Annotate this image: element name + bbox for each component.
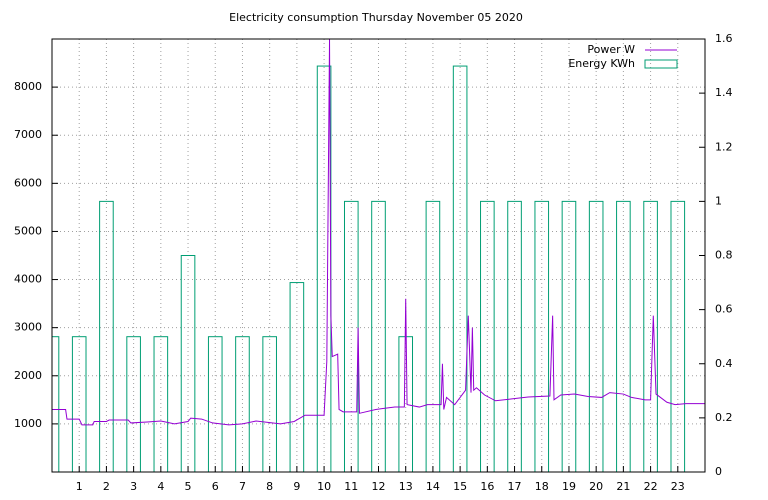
x-tick-label: 14 <box>426 480 440 493</box>
energy-box <box>480 200 495 472</box>
x-tick-label: 19 <box>562 480 576 493</box>
y2-tick-label: 1.2 <box>715 140 733 153</box>
energy-box <box>99 200 114 472</box>
y-tick-label: 2000 <box>14 369 42 382</box>
y2-tick-label: 0.6 <box>715 303 733 316</box>
x-tick-label: 12 <box>372 480 386 493</box>
legend-label: Power W <box>587 43 635 56</box>
energy-box <box>126 336 141 472</box>
x-tick-label: 17 <box>508 480 522 493</box>
y2-tick-label: 0.2 <box>715 411 733 424</box>
energy-box <box>561 200 577 472</box>
y-tick-label: 8000 <box>14 80 42 93</box>
energy-box <box>71 336 87 472</box>
y2-tick-label: 0 <box>715 465 722 478</box>
energy-box <box>153 336 169 472</box>
legend-swatch <box>644 59 678 69</box>
x-tick-label: 16 <box>480 480 494 493</box>
y-tick-label: 7000 <box>14 128 42 141</box>
energy-box <box>452 65 468 472</box>
energy-box <box>643 200 658 472</box>
energy-box <box>670 200 686 472</box>
energy-box <box>371 200 386 472</box>
energy-box <box>507 200 522 472</box>
x-tick-label: 3 <box>130 480 137 493</box>
chart-title: Electricity consumption Thursday Novembe… <box>229 11 523 24</box>
y-tick-label: 1000 <box>14 417 42 430</box>
x-tick-label: 8 <box>266 480 273 493</box>
legend-label: Energy KWh <box>568 57 635 70</box>
energy-box <box>289 282 305 472</box>
x-tick-label: 1 <box>76 480 83 493</box>
energy-box <box>180 255 196 472</box>
x-tick-label: 13 <box>399 480 413 493</box>
x-tick-label: 21 <box>616 480 630 493</box>
power-line <box>52 39 705 426</box>
energy-box <box>235 336 250 472</box>
x-tick-label: 2 <box>103 480 110 493</box>
x-tick-label: 9 <box>293 480 300 493</box>
x-tick-label: 20 <box>589 480 603 493</box>
y2-tick-label: 0.4 <box>715 357 733 370</box>
y2-tick-label: 0.8 <box>715 249 733 262</box>
x-tick-label: 10 <box>317 480 331 493</box>
y2-tick-label: 1 <box>715 194 722 207</box>
x-tick-label: 15 <box>453 480 467 493</box>
y-tick-label: 6000 <box>14 176 42 189</box>
x-tick-label: 6 <box>212 480 219 493</box>
x-tick-label: 7 <box>239 480 246 493</box>
y-tick-label: 4000 <box>14 273 42 286</box>
x-tick-label: 23 <box>671 480 685 493</box>
energy-box <box>616 200 631 472</box>
y2-tick-label: 1.4 <box>715 86 733 99</box>
energy-box <box>262 336 277 472</box>
x-tick-label: 11 <box>344 480 358 493</box>
y2-tick-label: 1.6 <box>715 32 733 45</box>
x-tick-label: 22 <box>644 480 658 493</box>
x-tick-label: 5 <box>185 480 192 493</box>
energy-box <box>425 200 441 472</box>
y-tick-label: 3000 <box>14 321 42 334</box>
x-tick-label: 18 <box>535 480 549 493</box>
energy-box <box>588 200 604 472</box>
energy-box <box>207 336 223 472</box>
energy-box <box>534 200 550 472</box>
x-tick-label: 4 <box>157 480 164 493</box>
y-tick-label: 5000 <box>14 224 42 237</box>
